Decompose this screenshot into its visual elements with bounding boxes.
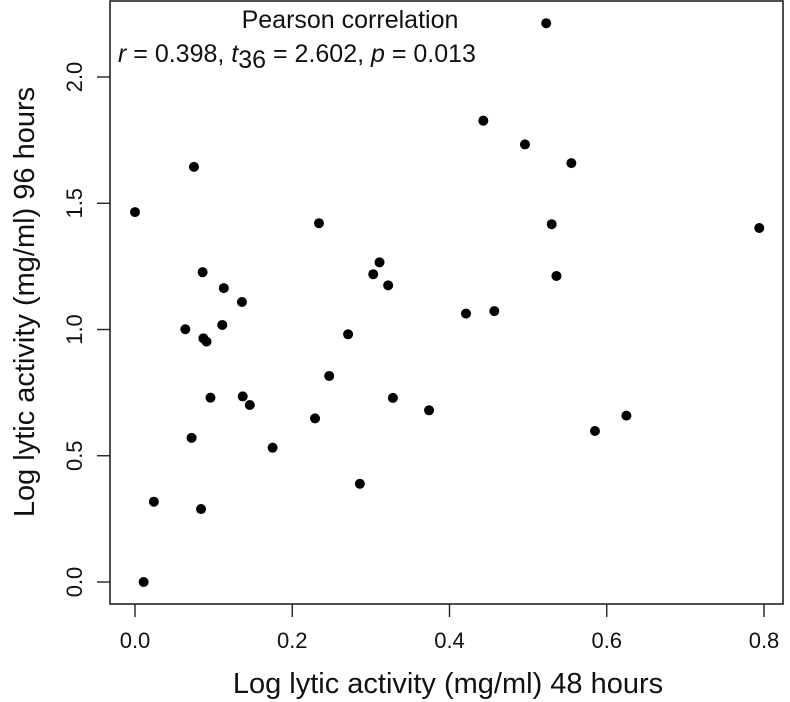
data-point	[180, 324, 191, 335]
data-point	[424, 405, 435, 416]
data-point	[148, 496, 159, 507]
data-point	[205, 392, 216, 403]
data-point	[383, 280, 394, 291]
data-point	[461, 308, 472, 319]
data-point	[589, 426, 600, 437]
data-point	[374, 257, 385, 268]
annotation-title: Pearson correlation	[242, 6, 459, 34]
y-tick-label: 0.5	[62, 440, 87, 471]
data-point	[478, 115, 489, 126]
data-point	[188, 161, 199, 172]
data-point	[551, 270, 562, 281]
data-point	[186, 432, 197, 443]
r-symbol: r	[118, 40, 128, 68]
y-tick-label: 2.0	[62, 62, 87, 93]
y-tick-label: 0.0	[62, 567, 87, 598]
data-point	[489, 306, 500, 317]
r-value: = 0.398,	[126, 40, 231, 68]
data-point	[217, 319, 228, 330]
data-point	[621, 410, 632, 421]
data-points	[130, 18, 765, 587]
plot-frame	[109, 0, 784, 605]
data-point	[201, 336, 212, 347]
t-df: 36	[238, 46, 266, 74]
data-point	[546, 219, 557, 230]
x-tick-label: 0.2	[277, 628, 308, 653]
data-point	[541, 18, 552, 29]
data-point	[343, 329, 354, 340]
data-point	[237, 391, 248, 402]
data-point	[324, 370, 335, 381]
data-point	[519, 139, 530, 150]
y-axis: 0.0 0.5 1.0 1.5 2.0	[62, 62, 110, 598]
t-value: = 2.602,	[266, 40, 371, 68]
y-tick-label: 1.0	[62, 314, 87, 345]
x-tick-label: 0.4	[434, 628, 465, 653]
t-symbol: t	[231, 40, 239, 68]
data-point	[387, 392, 398, 403]
x-tick-label: 0.8	[749, 628, 780, 653]
annotation-stats: r = 0.398, t36 = 2.602, p = 0.013	[118, 40, 476, 74]
data-point	[354, 478, 365, 489]
data-point	[197, 267, 208, 278]
data-point	[196, 504, 207, 515]
data-point	[754, 222, 765, 233]
x-axis-title: Log lytic activity (mg/ml) 48 hours	[233, 668, 663, 700]
x-tick-label: 0.6	[591, 628, 622, 653]
data-point	[310, 413, 321, 424]
data-point	[218, 283, 229, 294]
y-tick-label: 1.5	[62, 188, 87, 219]
data-point	[236, 296, 247, 307]
data-point	[313, 218, 324, 229]
y-axis-title: Log lytic activity (mg/ml) 96 hours	[9, 87, 41, 517]
x-tick-label: 0.0	[120, 628, 151, 653]
data-point	[566, 158, 577, 169]
data-point	[267, 442, 278, 453]
data-point	[368, 269, 379, 280]
data-point	[244, 399, 255, 410]
x-axis: 0.0 0.2 0.4 0.6 0.8	[120, 604, 780, 653]
data-point	[138, 577, 149, 587]
p-value: = 0.013	[385, 40, 476, 68]
data-point	[130, 207, 140, 218]
p-symbol: p	[370, 40, 385, 68]
